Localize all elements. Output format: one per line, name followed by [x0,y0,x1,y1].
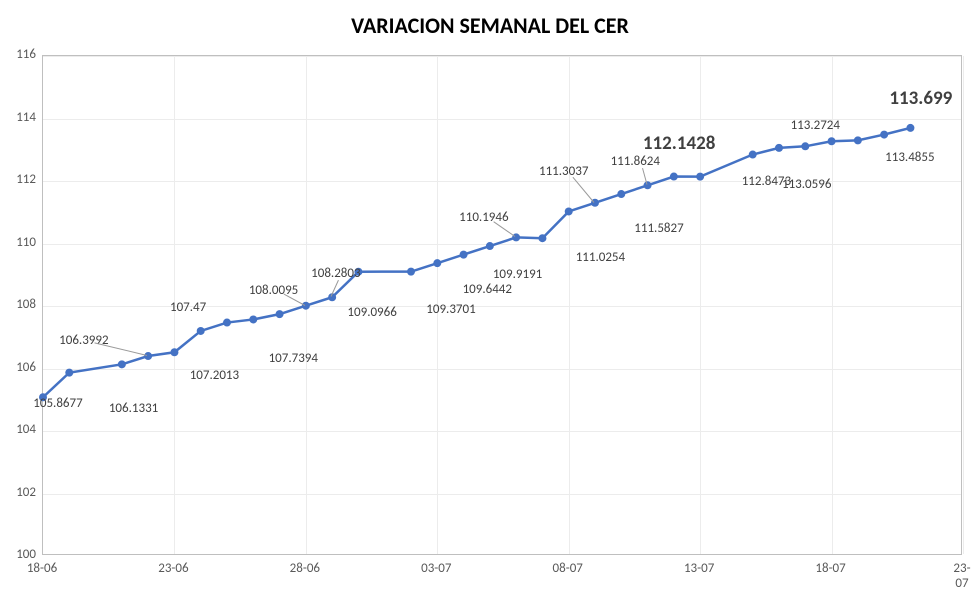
data-label: 111.3037 [539,164,588,179]
data-label: 109.6442 [463,282,512,297]
data-marker [617,190,625,198]
data-marker [170,348,178,356]
x-axis-label: 13-07 [684,561,714,576]
gridline-v [963,56,964,554]
data-label-highlight: 112.1428 [643,132,715,155]
data-label: 109.0966 [347,305,396,320]
data-label-highlight: 113.699 [889,87,952,110]
data-label: 106.1331 [109,401,158,416]
data-label: 113.4855 [885,150,934,165]
data-label: 107.2013 [190,368,239,383]
data-marker [486,242,494,250]
data-marker [249,315,257,323]
y-axis-label: 102 [6,485,36,500]
data-label: 111.0254 [576,250,625,265]
data-marker [801,142,809,150]
data-marker [775,144,783,152]
data-label: 109.3701 [426,302,475,317]
data-label: 107.7394 [269,351,318,366]
y-axis-label: 114 [6,110,36,125]
data-marker [670,173,678,181]
x-axis-label: 18-07 [815,561,845,576]
data-marker [538,234,546,242]
data-label: 105.8677 [33,396,82,411]
x-axis-label: 23-07 [953,561,971,591]
data-label: 111.5827 [634,221,683,236]
data-marker [460,251,468,259]
data-marker [880,131,888,139]
data-marker [644,181,652,189]
data-marker [906,124,914,132]
data-label: 106.3992 [59,333,108,348]
data-marker [197,327,205,335]
data-marker [828,137,836,145]
x-axis-label: 03-07 [421,561,451,576]
x-axis-label: 08-07 [553,561,583,576]
y-axis-label: 108 [6,297,36,312]
data-label: 113.0596 [782,177,831,192]
data-marker [565,207,573,215]
data-marker [118,360,126,368]
y-axis-label: 112 [6,172,36,187]
data-marker [696,173,704,181]
x-axis-label: 23-06 [158,561,188,576]
data-label: 108.2803 [311,266,360,281]
x-axis-label: 18-06 [27,561,57,576]
data-label: 111.8624 [611,154,660,169]
data-marker [407,268,415,276]
data-label: 109.9191 [493,267,542,282]
y-axis-label: 100 [6,547,36,562]
y-axis-label: 106 [6,360,36,375]
line-chart: VARIACION SEMANAL DEL CER 100 102 104 106 10… [0,0,980,597]
x-axis-label: 28-06 [290,561,320,576]
data-marker [223,319,231,327]
data-marker [144,352,152,360]
data-marker [276,310,284,318]
data-label: 107.47 [170,300,206,315]
data-marker [433,259,441,267]
data-label: 113.2724 [791,118,840,133]
y-axis-label: 104 [6,422,36,437]
data-marker [749,151,757,159]
y-axis-label: 116 [6,47,36,62]
data-marker [854,136,862,144]
y-axis-label: 110 [6,235,36,250]
data-label: 110.1946 [459,210,508,225]
data-label: 108.0095 [249,283,298,298]
chart-title: VARIACION SEMANAL DEL CER [0,12,980,39]
data-marker [65,369,73,377]
